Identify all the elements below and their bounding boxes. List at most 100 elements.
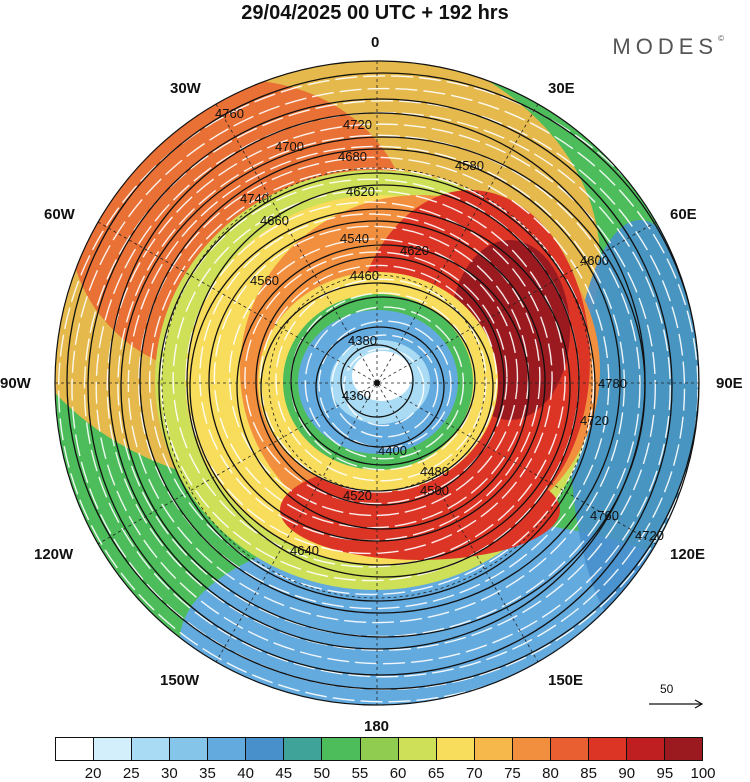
- colorbar-tick-label: 25: [122, 765, 140, 782]
- colorbar-tick-label: 95: [656, 765, 674, 782]
- lon-label-150w: 150W: [160, 672, 200, 689]
- modes-logo: MODES©: [612, 34, 724, 59]
- colorbar-swatch: [94, 738, 133, 760]
- contour-label: 4400: [378, 443, 407, 458]
- height-contour-line: [290, 296, 476, 466]
- contour-label: 4760: [590, 508, 619, 523]
- contour-label: 4460: [350, 268, 379, 283]
- lon-label-0: 0: [371, 34, 380, 51]
- colorbar-tick-label: 75: [504, 765, 521, 782]
- colorbar-tick-label: 100: [690, 765, 716, 782]
- colorbar-tick-label: 80: [542, 765, 559, 782]
- streamline: [106, 123, 656, 651]
- colorbar-tick-label: 20: [84, 765, 102, 782]
- colorbar-tick-label: 50: [313, 765, 331, 782]
- contour-label: 4720: [580, 413, 609, 428]
- streamline: [275, 278, 487, 482]
- contour-label: 4500: [420, 483, 449, 498]
- graticule: [55, 61, 699, 705]
- height-contour-line: [255, 256, 505, 506]
- arrow-icon: [649, 699, 704, 709]
- colorbar-tick-label: 60: [389, 765, 407, 782]
- streamline: [259, 264, 498, 493]
- colorbar-swatch: [474, 738, 513, 760]
- colorbar-swatch: [626, 738, 665, 760]
- lon-label-120w: 120W: [34, 546, 74, 563]
- contour-label: 4660: [260, 213, 289, 228]
- streamline: [331, 334, 439, 438]
- colorbar-swatch: [56, 738, 95, 760]
- wind-reference-label: 50: [660, 682, 674, 696]
- streamline: [228, 238, 519, 517]
- contour-label: 4580: [455, 158, 484, 173]
- colorbar-swatch: [398, 738, 437, 760]
- colorbar-tick-label: 30: [161, 765, 178, 782]
- north-pole-marker: [374, 380, 380, 386]
- colorbar-swatch: [550, 738, 589, 760]
- colorbar-tick-label: 45: [275, 765, 293, 782]
- contour-label: 4640: [290, 543, 319, 558]
- colorbar-ticks: 20 25 30 35 40 45 50 55 60 65 70 75 80 85 90 95 100: [55, 765, 716, 782]
- streamline: [343, 348, 425, 427]
- lon-label-150e: 150E: [548, 672, 584, 689]
- wind-shading-core-calm: [352, 351, 412, 401]
- map-title: 29/04/2025 00 UTC + 192 hrs: [241, 2, 509, 24]
- lon-label-90e: 90E: [716, 375, 743, 392]
- contour-label: 4380: [348, 333, 377, 348]
- streamline: [83, 100, 686, 678]
- colorbar-swatch: [284, 738, 323, 760]
- streamline: [172, 189, 566, 568]
- colorbar-tick-label: 90: [618, 765, 636, 782]
- height-contour-line: [139, 148, 621, 614]
- colorbar-tick-label: 35: [199, 765, 216, 782]
- contour-label: 4740: [240, 191, 269, 206]
- colorbar-tick-label: 65: [427, 765, 445, 782]
- streamline: [185, 201, 553, 555]
- colorbar-swatch: [246, 738, 285, 760]
- contour-label: 4600: [580, 253, 609, 268]
- lon-label-90w: 90W: [0, 375, 31, 392]
- colorbar-swatch: [132, 738, 171, 760]
- streamline: [57, 75, 699, 703]
- lon-label-60e: 60E: [670, 206, 697, 223]
- colorbar-swatch: [360, 738, 399, 760]
- lon-label-180: 180: [364, 718, 390, 735]
- contour-label: 4720: [343, 117, 372, 132]
- lon-label-120e: 120E: [670, 546, 706, 563]
- streamline: [127, 145, 626, 624]
- colorbar-swatch: [665, 738, 703, 760]
- contour-label: 4680: [338, 149, 367, 164]
- height-contour-line: [315, 326, 445, 448]
- height-contour-line: [186, 184, 580, 578]
- colorbar-tick-label: 85: [580, 765, 597, 782]
- colorbar-swatch: [588, 738, 627, 760]
- lon-label-30e: 30E: [548, 80, 575, 97]
- contour-label: 4700: [275, 139, 304, 154]
- colorbar-swatch: [208, 738, 247, 760]
- contour-label: 4780: [598, 376, 627, 391]
- height-contour-line: [87, 98, 673, 676]
- contour-label: 4760: [215, 106, 244, 121]
- colorbar-swatch: [322, 738, 361, 760]
- colorbar-swatch: [170, 738, 209, 760]
- map-border: [54, 60, 700, 706]
- lon-label-30w: 30W: [170, 80, 201, 97]
- contour-label: 4480: [420, 464, 449, 479]
- contour-label: 4520: [343, 488, 372, 503]
- contour-label: 4360: [342, 388, 371, 403]
- colorbar-tick-label: 70: [465, 765, 483, 782]
- height-contour-line: [189, 208, 571, 566]
- contour-labels: 4760 4720 4700 4680 4740 4660 4620 4540 4620 4560…: [215, 106, 664, 558]
- contour-label: 4560: [250, 273, 279, 288]
- contour-label: 4620: [346, 184, 375, 199]
- colorbar-swatch: [512, 738, 551, 760]
- colorbar-tick-label: 40: [237, 765, 254, 782]
- streamline: [244, 251, 508, 505]
- contour-label: 4620: [400, 243, 429, 258]
- height-contour-line: [66, 72, 699, 690]
- colorbar-tick-label: 55: [351, 765, 369, 782]
- contour-label: 4540: [340, 231, 369, 246]
- colorbar-swatch: [436, 738, 475, 760]
- lon-label-60w: 60W: [44, 206, 75, 223]
